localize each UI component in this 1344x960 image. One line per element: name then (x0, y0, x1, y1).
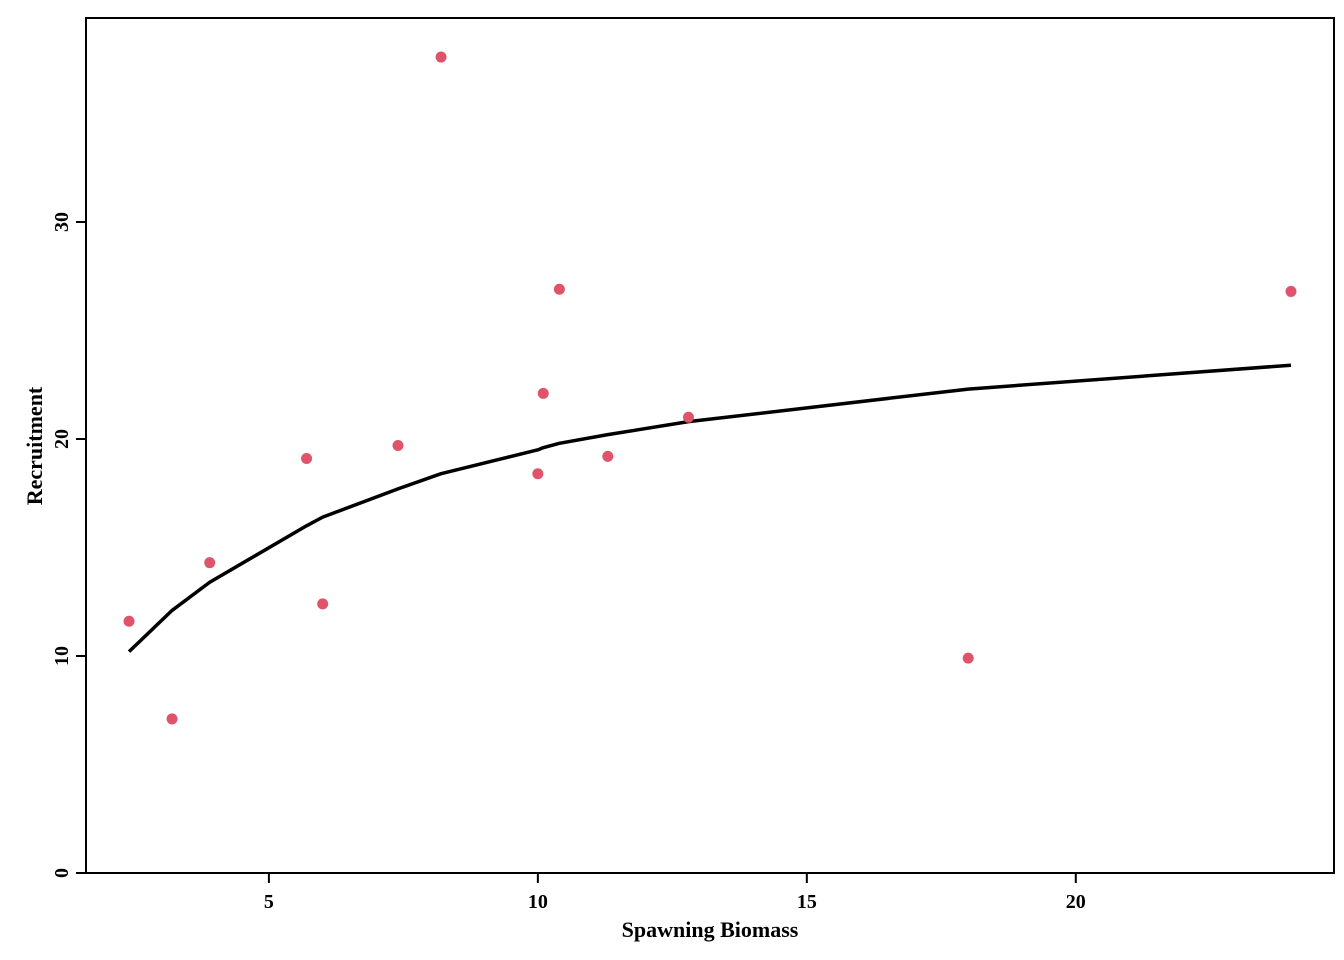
y-axis-title: Recruitment (22, 386, 47, 505)
data-point (204, 557, 216, 569)
data-point (532, 468, 544, 480)
x-tick-label: 10 (528, 891, 548, 913)
data-point (166, 713, 178, 725)
x-axis-title: Spawning Biomass (622, 917, 799, 942)
data-point (962, 652, 974, 664)
data-point (301, 453, 313, 465)
y-tick-label: 20 (51, 429, 73, 449)
y-tick-label: 0 (51, 868, 73, 878)
data-point (1285, 285, 1297, 297)
data-points (123, 51, 1297, 725)
data-point (682, 411, 694, 423)
x-tick-label: 5 (264, 891, 274, 913)
y-tick-label: 30 (51, 212, 73, 232)
data-point (537, 387, 549, 399)
y-axis: 0 10 20 30 (51, 212, 86, 878)
data-point (392, 440, 404, 451)
fitted-curve-line (127, 363, 1292, 653)
data-point (123, 615, 135, 627)
x-tick-label: 20 (1066, 891, 1086, 913)
data-point (553, 283, 565, 295)
data-point (317, 598, 329, 610)
x-tick-label: 15 (797, 891, 817, 913)
x-axis: 5 10 15 20 (264, 873, 1086, 913)
y-tick-label: 10 (51, 646, 73, 666)
plot-frame (85, 17, 1335, 874)
data-point (435, 51, 447, 63)
data-point (602, 450, 614, 462)
